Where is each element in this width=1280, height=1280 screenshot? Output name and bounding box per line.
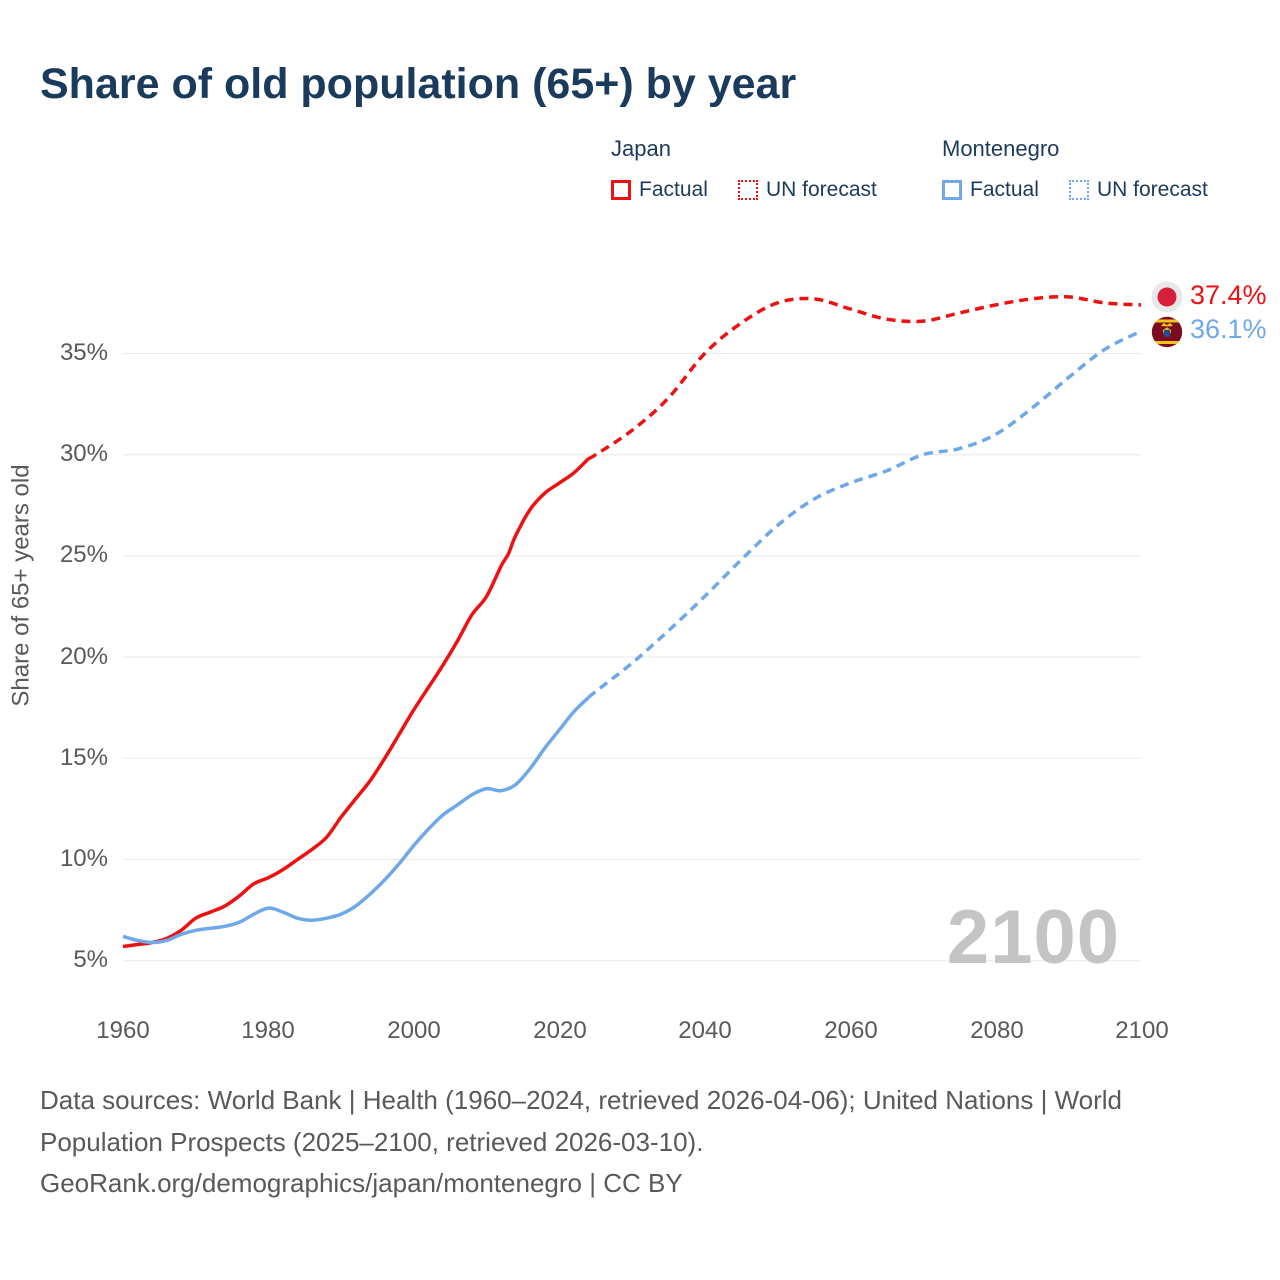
svg-text:20%: 20%: [60, 643, 108, 670]
svg-text:10%: 10%: [60, 845, 108, 872]
svg-text:2040: 2040: [678, 1017, 731, 1044]
svg-text:15%: 15%: [60, 744, 108, 771]
svg-text:2100: 2100: [1115, 1017, 1168, 1044]
svg-text:1980: 1980: [241, 1017, 294, 1044]
svg-text:Share of 65+ years old: Share of 65+ years old: [8, 464, 35, 706]
svg-text:35%: 35%: [60, 339, 108, 366]
svg-text:25%: 25%: [60, 541, 108, 568]
svg-text:2080: 2080: [970, 1017, 1023, 1044]
svg-text:5%: 5%: [73, 946, 108, 973]
svg-text:2020: 2020: [533, 1017, 586, 1044]
svg-text:1960: 1960: [96, 1017, 149, 1044]
svg-text:30%: 30%: [60, 440, 108, 467]
svg-text:2060: 2060: [824, 1017, 877, 1044]
svg-text:36.1%: 36.1%: [1190, 314, 1267, 344]
svg-text:37.4%: 37.4%: [1190, 280, 1267, 310]
svg-text:2000: 2000: [387, 1017, 440, 1044]
svg-text:2100: 2100: [947, 895, 1120, 980]
